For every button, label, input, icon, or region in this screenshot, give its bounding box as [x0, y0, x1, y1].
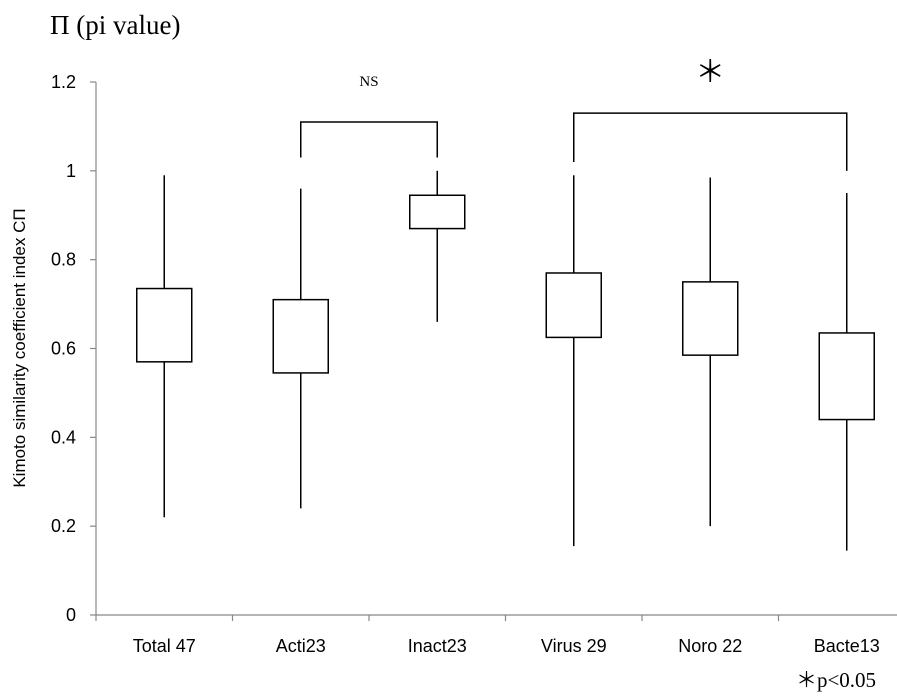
significance-bracket: [301, 122, 438, 158]
box: [819, 333, 874, 420]
boxes: [137, 171, 875, 551]
footnote: ＊p<0.05: [796, 668, 876, 692]
y-tick-label: 0.8: [51, 250, 76, 270]
x-tick-label: Acti23: [276, 636, 326, 656]
x-tick-label: Noro 22: [678, 636, 742, 656]
x-ticks: Total 47 Acti23 Inact23 Virus 29 Noro 22 Bact…: [96, 615, 897, 656]
y-axis-label: Kimoto similarity coefficient index CΠ: [10, 208, 29, 487]
y-tick-label: 1.2: [51, 72, 76, 92]
box: [546, 273, 601, 337]
y-ticks: 0 0.2 0.4 0.6 0.8 1 1.2: [51, 72, 96, 625]
x-tick-label: Bacte13: [814, 636, 880, 656]
y-tick-label: 0.4: [51, 427, 76, 447]
significance-brackets: NS ＊: [301, 56, 847, 171]
y-tick-label: 0: [66, 605, 76, 625]
x-tick-label: Virus 29: [541, 636, 607, 656]
y-tick-label: 1: [66, 161, 76, 181]
significance-bracket: [574, 113, 847, 171]
y-tick-label: 0.6: [51, 339, 76, 359]
significance-label: NS: [359, 74, 378, 90]
x-tick-label: Inact23: [408, 636, 467, 656]
significance-label: ＊: [695, 56, 725, 89]
page-title: Π (pi value): [50, 10, 180, 40]
box: [410, 195, 465, 228]
y-tick-label: 0.2: [51, 516, 76, 536]
box: [137, 289, 192, 362]
box: [273, 300, 328, 373]
x-tick-label: Total 47: [133, 636, 196, 656]
box: [683, 282, 738, 355]
